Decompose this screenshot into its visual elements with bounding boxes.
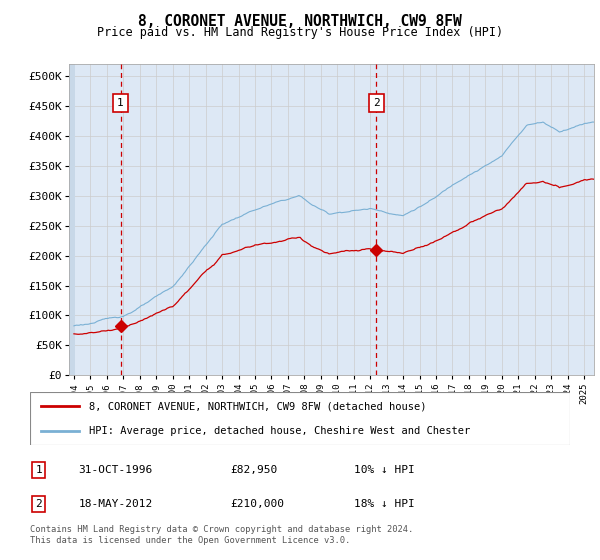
Text: £82,950: £82,950 xyxy=(230,465,277,475)
Text: 1: 1 xyxy=(117,98,124,108)
Text: 18% ↓ HPI: 18% ↓ HPI xyxy=(354,499,415,509)
FancyBboxPatch shape xyxy=(30,392,570,445)
Text: Contains HM Land Registry data © Crown copyright and database right 2024.
This d: Contains HM Land Registry data © Crown c… xyxy=(30,525,413,545)
Text: HPI: Average price, detached house, Cheshire West and Chester: HPI: Average price, detached house, Ches… xyxy=(89,426,470,436)
Bar xyxy=(69,64,75,375)
Text: 18-MAY-2012: 18-MAY-2012 xyxy=(79,499,153,509)
Text: 10% ↓ HPI: 10% ↓ HPI xyxy=(354,465,415,475)
Text: 8, CORONET AVENUE, NORTHWICH, CW9 8FW (detached house): 8, CORONET AVENUE, NORTHWICH, CW9 8FW (d… xyxy=(89,402,427,412)
Text: 8, CORONET AVENUE, NORTHWICH, CW9 8FW: 8, CORONET AVENUE, NORTHWICH, CW9 8FW xyxy=(138,14,462,29)
Text: 31-OCT-1996: 31-OCT-1996 xyxy=(79,465,153,475)
Text: 2: 2 xyxy=(35,499,42,509)
Text: Price paid vs. HM Land Registry's House Price Index (HPI): Price paid vs. HM Land Registry's House … xyxy=(97,26,503,39)
Text: £210,000: £210,000 xyxy=(230,499,284,509)
Text: 1: 1 xyxy=(35,465,42,475)
Text: 2: 2 xyxy=(373,98,380,108)
